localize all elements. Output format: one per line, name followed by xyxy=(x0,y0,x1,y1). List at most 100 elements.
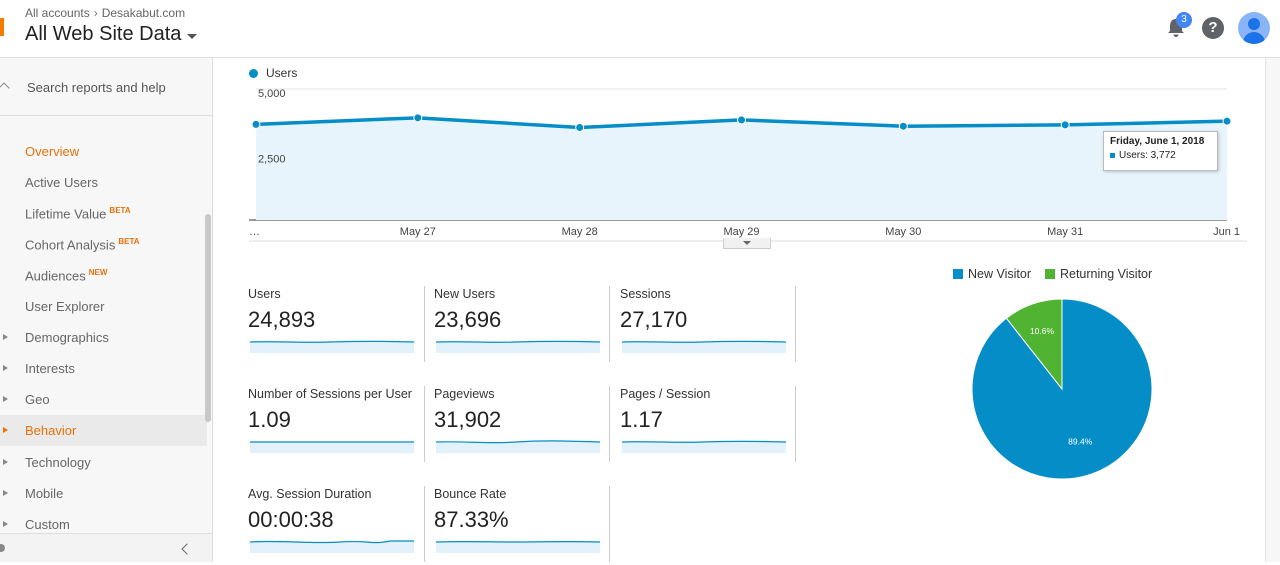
sidebar-item-label: Geo xyxy=(25,392,50,407)
x-tick-label: May 31 xyxy=(1047,226,1083,238)
legend-item-returning-visitor[interactable]: Returning Visitor xyxy=(1044,267,1152,281)
expand-arrow-icon[interactable] xyxy=(3,334,8,340)
sidebar-item-geo[interactable]: Geo xyxy=(0,384,207,415)
breadcrumb-root[interactable]: All accounts xyxy=(25,6,90,20)
sparkline xyxy=(250,540,414,553)
view-selector[interactable]: All Web Site Data xyxy=(25,23,198,46)
sidebar-item-demographics[interactable]: Demographics xyxy=(0,322,207,353)
expand-arrow-icon[interactable] xyxy=(3,490,8,496)
x-tick-label: May 29 xyxy=(723,226,759,238)
app-header: All accounts › Desakabut.com All Web Sit… xyxy=(0,0,1280,58)
metric-label: Users xyxy=(248,287,281,301)
sidebar-item-interests[interactable]: Interests xyxy=(0,353,207,384)
data-point[interactable] xyxy=(575,123,585,133)
collapse-sidebar-icon[interactable] xyxy=(181,543,193,555)
pie-slice-label: 10.6% xyxy=(1030,326,1055,336)
search-input[interactable]: Search reports and help xyxy=(27,80,166,95)
sparkline xyxy=(622,440,786,453)
sidebar-item-cohort-analysis[interactable]: Cohort Analysis BETA xyxy=(0,229,207,260)
metric-label: Avg. Session Duration xyxy=(248,487,372,501)
expand-arrow-icon[interactable] xyxy=(3,459,8,465)
tooltip-value: Users: 3,772 xyxy=(1119,150,1176,161)
sidebar-footer xyxy=(0,533,212,562)
chevron-up-icon[interactable] xyxy=(0,82,10,94)
sidebar-item-label: Interests xyxy=(25,361,75,376)
sidebar-item-label: Demographics xyxy=(25,330,109,345)
data-point[interactable] xyxy=(898,121,908,131)
visitor-type-pie-chart[interactable]: 89.4% 10.6% xyxy=(962,289,1162,489)
view-name[interactable]: All Web Site Data xyxy=(25,23,182,45)
sidebar-item-label: Overview xyxy=(25,144,80,159)
metric-label: Number of Sessions per User xyxy=(248,387,412,401)
sidebar-item-overview[interactable]: Overview xyxy=(0,136,207,167)
sidebar-item-label: Audiences xyxy=(25,268,86,284)
page-scrollbar[interactable] xyxy=(1265,58,1280,562)
caret-down-icon[interactable] xyxy=(187,33,198,39)
metric-pageviews[interactable]: Pageviews 31,902 xyxy=(434,387,610,465)
sidebar-item-lifetime-value[interactable]: Lifetime Value BETA xyxy=(0,198,207,229)
sparkline xyxy=(436,540,600,553)
caret-down-icon xyxy=(743,241,751,245)
pie-legend[interactable]: New Visitor Returning Visitor xyxy=(953,267,1152,281)
notification-badge: 3 xyxy=(1176,12,1192,28)
sparkline xyxy=(436,340,600,353)
pie-slice-returning-visitor[interactable] xyxy=(1005,298,1063,391)
avatar[interactable] xyxy=(1238,12,1270,44)
report-content: Users … May 27 May 28 May 29 May 30 May 31 Jun… xyxy=(229,58,1265,562)
data-point[interactable] xyxy=(1222,116,1232,126)
sidebar-item-custom[interactable]: Custom xyxy=(0,509,207,540)
metric-value: 87.33% xyxy=(434,507,509,532)
metric-label: Bounce Rate xyxy=(434,487,507,501)
sidebar-item-behavior[interactable]: Behavior xyxy=(0,415,207,446)
expand-arrow-icon[interactable] xyxy=(3,521,8,527)
y-tick-label: 5,000 xyxy=(258,88,286,100)
data-point[interactable] xyxy=(1060,120,1070,130)
expand-arrow-icon[interactable] xyxy=(3,365,8,371)
sidebar-item-active-users[interactable]: Active Users xyxy=(0,167,207,198)
sidebar-item-audiences[interactable]: Audiences NEW xyxy=(0,260,207,291)
sidebar-item-label: User Explorer xyxy=(25,299,105,314)
sidebar-item-technology[interactable]: Technology xyxy=(0,447,207,478)
line-chart-legend[interactable]: Users xyxy=(249,66,297,80)
metric-divider xyxy=(795,386,796,462)
metric-value: 23,696 xyxy=(434,307,502,332)
legend-item-new-visitor[interactable]: New Visitor xyxy=(953,267,1031,281)
metric-divider xyxy=(609,486,610,562)
analytics-logo[interactable] xyxy=(0,18,4,36)
sidebar-scrollbar[interactable] xyxy=(205,214,211,422)
search-box[interactable]: Search reports and help xyxy=(0,58,212,116)
chart-expand-toggle[interactable] xyxy=(723,238,771,249)
breadcrumb-account[interactable]: Desakabut.com xyxy=(101,6,186,20)
metric-new-users[interactable]: New Users 23,696 xyxy=(434,287,610,365)
metric-value: 00:00:38 xyxy=(248,507,334,532)
notifications-button[interactable]: 3 xyxy=(1164,12,1192,42)
data-point[interactable] xyxy=(737,115,746,125)
sidebar-item-mobile[interactable]: Mobile xyxy=(0,478,207,509)
x-tick-label: … xyxy=(249,226,260,238)
help-button[interactable]: ? xyxy=(1202,17,1224,39)
gear-icon[interactable] xyxy=(0,544,5,552)
metric-sessions[interactable]: Sessions 27,170 xyxy=(620,287,796,365)
sidebar-item-label: Behavior xyxy=(25,423,77,438)
metric-pages-per-session[interactable]: Pages / Session 1.17 xyxy=(620,387,796,465)
legend-swatch xyxy=(1044,269,1055,279)
sparkline xyxy=(250,441,414,453)
sidebar-item-label: Active Users xyxy=(25,175,98,190)
metric-sessions-per-user[interactable]: Number of Sessions per User 1.09 xyxy=(248,387,424,465)
x-tick-label: May 30 xyxy=(885,226,921,238)
metric-users[interactable]: Users 24,893 xyxy=(248,287,424,365)
y-tick-label: 2,500 xyxy=(258,154,286,166)
users-line-chart[interactable]: … May 27 May 28 May 29 May 30 May 31 Jun 1 5,0… xyxy=(229,58,1249,248)
metric-bounce-rate[interactable]: Bounce Rate 87.33% xyxy=(434,487,610,565)
expand-arrow-icon[interactable] xyxy=(3,396,8,402)
data-point[interactable] xyxy=(413,113,423,123)
metric-divider xyxy=(424,486,425,562)
sidebar-item-user-explorer[interactable]: User Explorer xyxy=(0,291,207,322)
metric-divider xyxy=(609,286,610,362)
breadcrumb[interactable]: All accounts › Desakabut.com xyxy=(25,6,185,20)
metric-avg-session-duration[interactable]: Avg. Session Duration 00:00:38 xyxy=(248,487,424,565)
pie-slice-label: 89.4% xyxy=(1068,437,1093,447)
data-point[interactable] xyxy=(251,119,261,129)
legend-label: Users xyxy=(266,66,298,80)
expand-arrow-icon[interactable] xyxy=(3,427,8,433)
